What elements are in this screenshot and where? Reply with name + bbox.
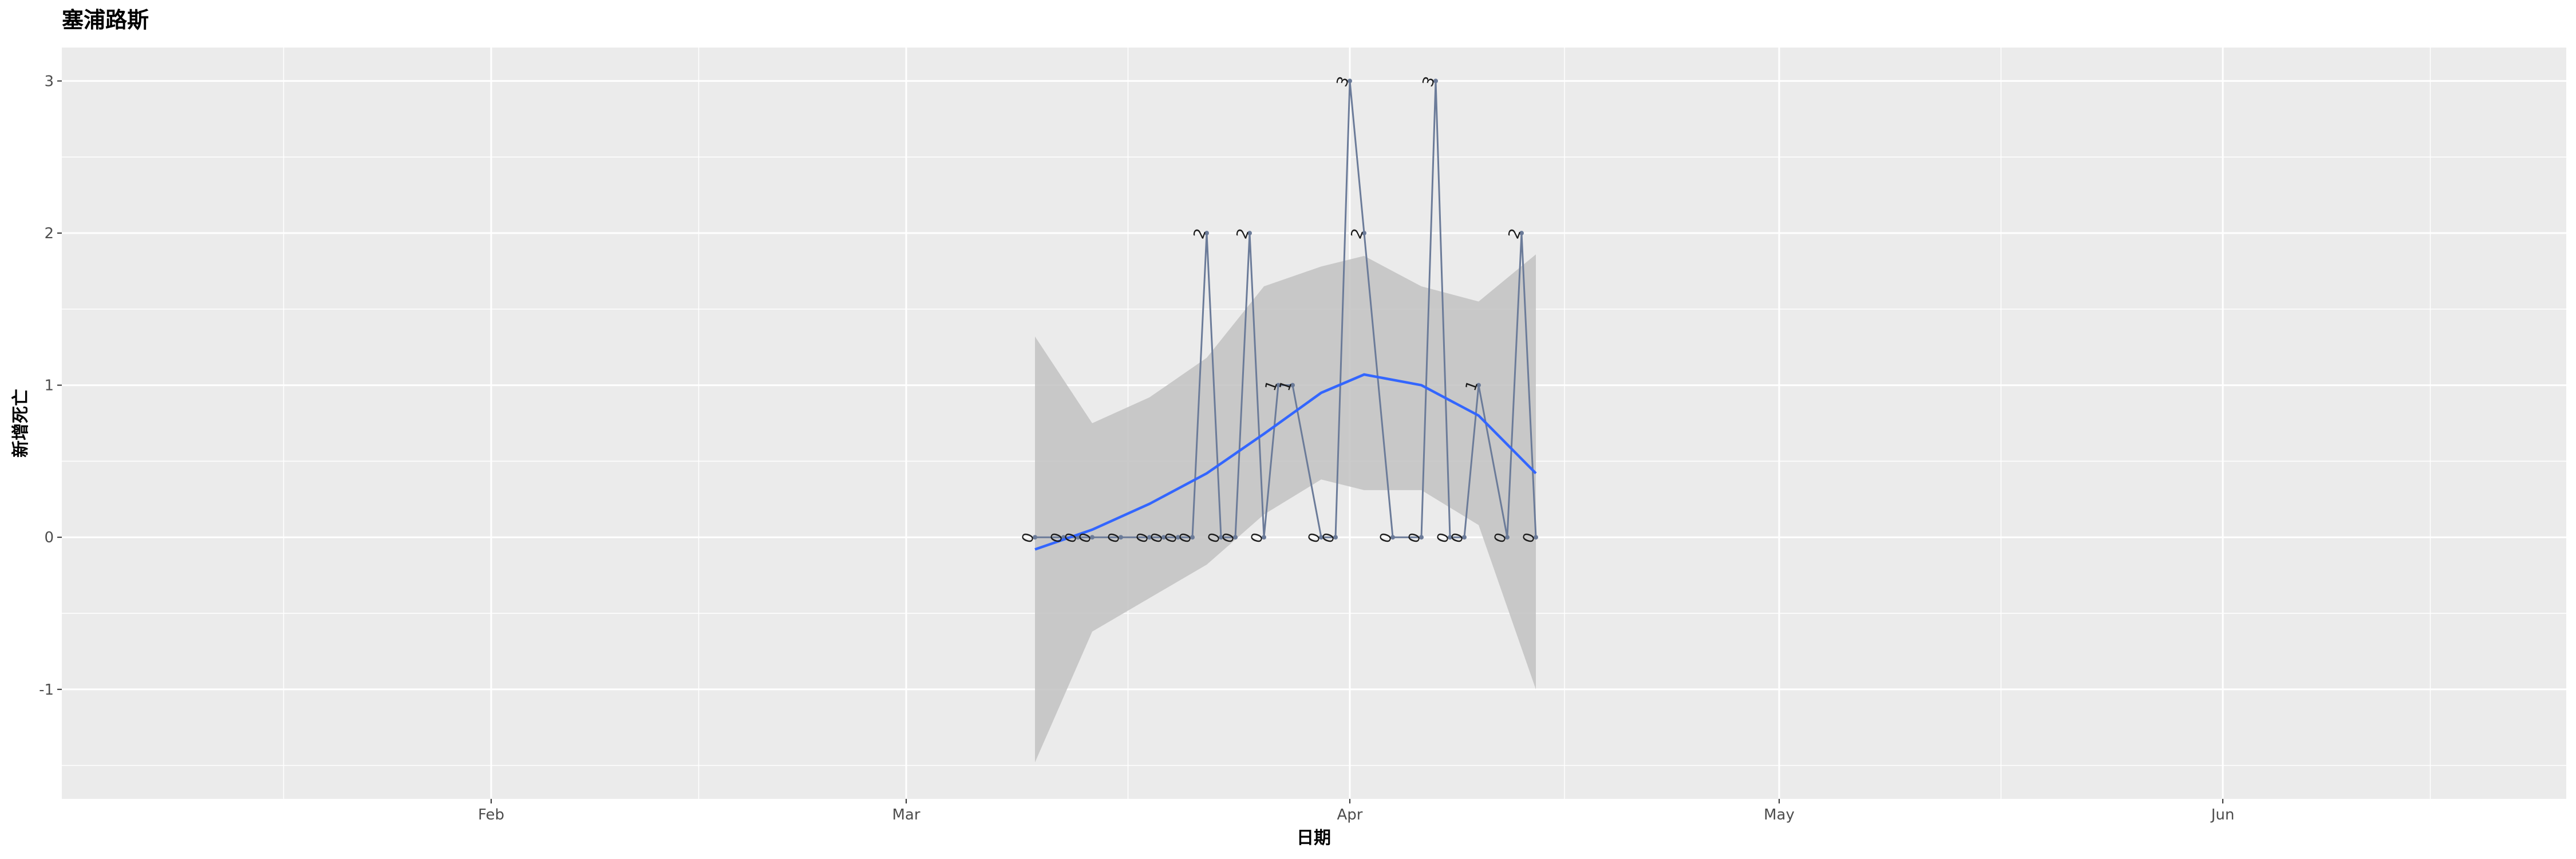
data-point <box>1505 535 1510 540</box>
data-point <box>1204 231 1209 236</box>
data-point <box>1033 535 1037 540</box>
data-point <box>1462 535 1467 540</box>
data-point <box>1176 535 1180 540</box>
data-point <box>1290 383 1295 388</box>
data-point <box>1319 535 1323 540</box>
data-point <box>1534 535 1538 540</box>
x-tick-label: Mar <box>892 806 920 823</box>
x-tick-label: Jun <box>2210 806 2235 823</box>
data-point <box>1448 535 1452 540</box>
data-point <box>1362 231 1366 236</box>
x-axis: Feb Mar Apr May Jun <box>478 799 2234 823</box>
data-point <box>1333 535 1338 540</box>
y-tick-label: 1 <box>44 377 54 395</box>
data-point <box>1276 383 1281 388</box>
data-point <box>1390 535 1395 540</box>
data-point <box>1090 535 1095 540</box>
data-point <box>1476 383 1481 388</box>
data-point <box>1262 535 1266 540</box>
data-point <box>1219 535 1223 540</box>
x-tick-label: May <box>1764 806 1795 823</box>
y-tick-label: -1 <box>39 681 54 699</box>
data-point <box>1433 78 1438 84</box>
y-tick-label: 2 <box>44 225 54 242</box>
x-axis-title: 日期 <box>1297 828 1331 848</box>
confidence-ribbon <box>1035 254 1536 763</box>
y-axis: -1 0 1 2 3 <box>39 73 62 699</box>
y-tick-label: 3 <box>44 73 54 90</box>
y-axis-title: 新增死亡 <box>11 389 31 458</box>
y-tick-label: 0 <box>44 529 54 546</box>
data-point <box>1147 535 1152 540</box>
data-point <box>1161 535 1166 540</box>
data-point <box>1348 78 1352 84</box>
x-tick-label: Apr <box>1337 806 1363 823</box>
x-tick-label: Feb <box>478 806 504 823</box>
data-point <box>1119 535 1123 540</box>
data-point <box>1247 231 1252 236</box>
data-point <box>1233 535 1238 540</box>
data-points <box>1033 78 1538 540</box>
data-point <box>1519 231 1524 236</box>
smooth-line <box>1034 373 1537 551</box>
chart-title: 塞浦路斯 <box>62 7 149 33</box>
data-point <box>1419 535 1424 540</box>
data-point <box>1190 535 1195 540</box>
